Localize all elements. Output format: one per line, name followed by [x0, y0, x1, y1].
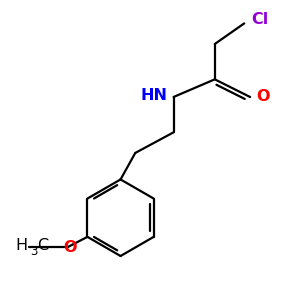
Text: Cl: Cl: [252, 12, 269, 27]
Text: O: O: [256, 89, 270, 104]
Text: HN: HN: [141, 88, 168, 103]
Text: C: C: [37, 238, 48, 253]
Text: H: H: [16, 238, 28, 253]
Text: 3: 3: [30, 245, 37, 258]
Text: O: O: [64, 240, 77, 255]
